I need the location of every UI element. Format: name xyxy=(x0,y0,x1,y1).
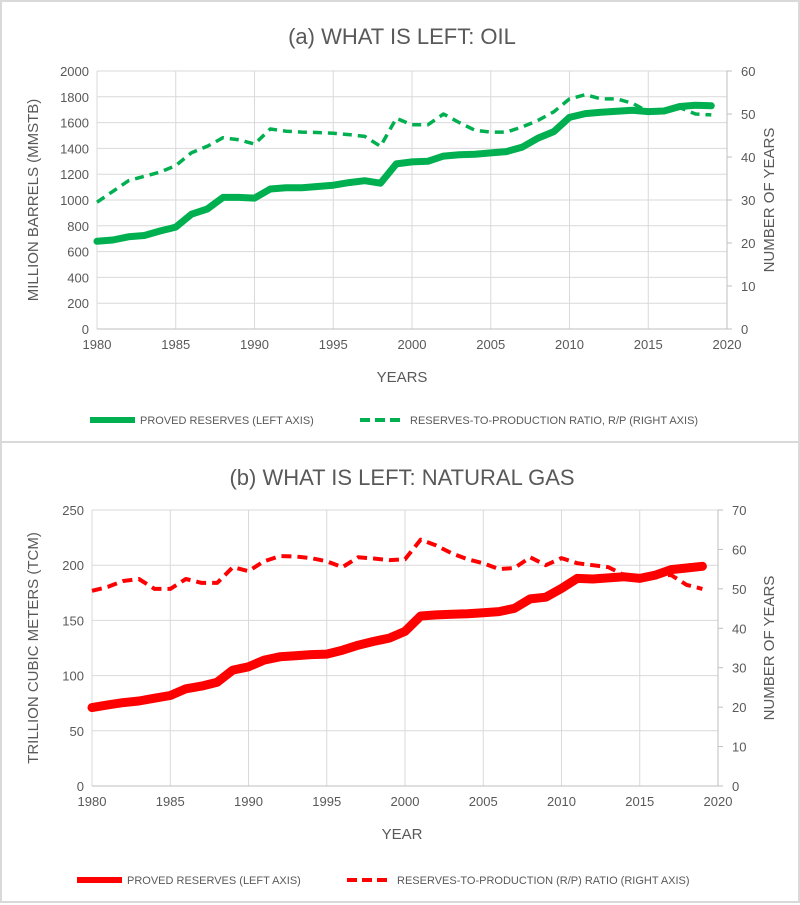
y-tick-label: 1000 xyxy=(60,193,89,208)
y-tick-label: 0 xyxy=(82,322,89,337)
x-axis-title: YEAR xyxy=(382,826,423,843)
legend-label: PROVED RESERVES (LEFT AXIS) xyxy=(140,415,314,427)
chart-title: (b) WHAT IS LEFT: NATURAL GAS xyxy=(229,465,574,490)
y2-tick-label: 0 xyxy=(741,322,748,337)
y-tick-label: 1600 xyxy=(60,116,89,131)
y-tick-label: 400 xyxy=(67,270,89,285)
y-tick-label: 1200 xyxy=(60,167,89,182)
y2-axis-title: NUMBER OF YEARS xyxy=(761,128,778,273)
x-tick-label: 2015 xyxy=(625,794,654,809)
x-tick-label: 1990 xyxy=(240,337,269,352)
gas-chart: (b) WHAT IS LEFT: NATURAL GAS 1980 1985 199… xyxy=(2,443,800,905)
y-tick-label: 1400 xyxy=(60,141,89,156)
x-tick-label: 2005 xyxy=(469,794,498,809)
x-tick-label: 1995 xyxy=(312,794,341,809)
chart-title: (a) WHAT IS LEFT: OIL xyxy=(288,24,516,49)
y-tick-label: 200 xyxy=(62,558,84,573)
y2-axis-title: NUMBER OF YEARS xyxy=(761,576,778,721)
y-tick-label: 50 xyxy=(70,724,84,739)
y2-tick-label: 20 xyxy=(732,700,746,715)
gas-chart-panel: (b) WHAT IS LEFT: NATURAL GAS 1980 1985 199… xyxy=(0,441,800,903)
y2-tick-label: 0 xyxy=(732,779,739,794)
y2-tick-label: 50 xyxy=(732,582,746,597)
x-tick-label: 2000 xyxy=(398,337,427,352)
y-tick-label: 800 xyxy=(67,219,89,234)
x-tick-label: 2020 xyxy=(704,794,733,809)
y2-tick-label: 10 xyxy=(741,279,755,294)
y2-tick-label: 30 xyxy=(732,661,746,676)
y-tick-label: 100 xyxy=(62,669,84,684)
proved-reserves-line xyxy=(92,566,702,707)
y2-tick-label: 30 xyxy=(741,193,755,208)
legend-label: RESERVES-TO-PRODUCTION RATIO, R/P (RIGHT… xyxy=(410,415,698,427)
legend-label: RESERVES-TO-PRODUCTION (R/P) RATIO (RIGH… xyxy=(397,875,690,887)
x-tick-label: 1985 xyxy=(161,337,190,352)
y2-tick-label: 60 xyxy=(732,542,746,557)
y2-tick-label: 20 xyxy=(741,236,755,251)
y2-tick-label: 50 xyxy=(741,107,755,122)
y2-tick-label: 40 xyxy=(732,621,746,636)
y-tick-label: 0 xyxy=(77,779,84,794)
x-tick-label: 2005 xyxy=(476,337,505,352)
x-axis-title: YEARS xyxy=(377,369,428,386)
y-tick-label: 250 xyxy=(62,503,84,518)
y-tick-label: 1800 xyxy=(60,90,89,105)
x-tick-label: 1990 xyxy=(234,794,263,809)
y2-tick-label: 10 xyxy=(732,740,746,755)
y-axis-title: TRILLION CUBIC METERS (TCM) xyxy=(25,532,42,764)
x-tick-label: 1995 xyxy=(319,337,348,352)
x-tick-label: 2010 xyxy=(555,337,584,352)
y-tick-label: 150 xyxy=(62,613,84,628)
proved-reserves-line xyxy=(97,105,711,241)
legend-label: PROVED RESERVES (LEFT AXIS) xyxy=(127,875,301,887)
y-tick-label: 200 xyxy=(67,296,89,311)
y2-tick-label: 70 xyxy=(732,503,746,518)
x-tick-label: 2000 xyxy=(391,794,420,809)
y-tick-label: 600 xyxy=(67,245,89,260)
x-tick-label: 1985 xyxy=(156,794,185,809)
x-tick-label: 2010 xyxy=(547,794,576,809)
y2-tick-label: 40 xyxy=(741,150,755,165)
y-tick-label: 2000 xyxy=(60,64,89,79)
x-tick-label: 1980 xyxy=(83,337,112,352)
y-axis-title: MILLION BARRELS (MMSTB) xyxy=(25,99,42,302)
x-tick-label: 1980 xyxy=(78,794,107,809)
x-tick-label: 2015 xyxy=(634,337,663,352)
x-tick-label: 2020 xyxy=(713,337,742,352)
y2-tick-label: 60 xyxy=(741,64,755,79)
